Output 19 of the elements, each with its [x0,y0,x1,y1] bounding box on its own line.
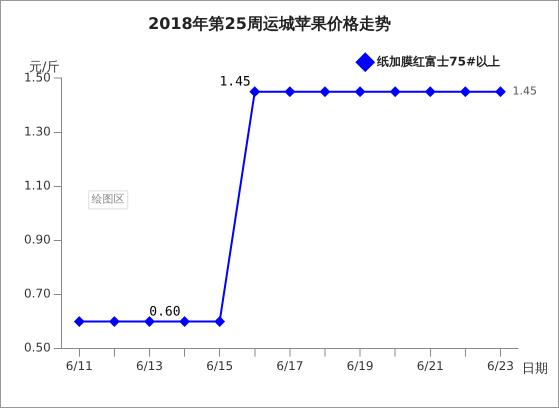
x-tick-label: 6/17 [276,358,304,373]
legend-label: 纸加膜红富士75#以上 [376,54,500,68]
y-tick-label: 0.90 [24,232,51,247]
y-tick-label: 0.70 [24,286,51,301]
data-label: 1.45 [219,74,251,90]
x-axis-title: 日期 [522,361,548,376]
data-label: 0.60 [149,304,181,320]
x-tick-label: 6/19 [346,358,374,373]
annotation: 绘图区 [92,192,125,206]
y-tick-label: 1.30 [24,124,51,138]
x-tick-label: 6/23 [486,358,514,373]
y-tick-label: 0.50 [24,340,51,355]
chart-title: 2018年第25周运城苹果价格走势 [148,14,391,33]
data-label: 1.45 [512,84,537,98]
x-tick-label: 6/11 [66,358,93,373]
x-tick-label: 6/15 [206,358,234,373]
y-tick-label: 1.10 [24,178,51,192]
x-tick-label: 6/21 [416,358,444,373]
x-tick-label: 6/13 [136,358,163,373]
